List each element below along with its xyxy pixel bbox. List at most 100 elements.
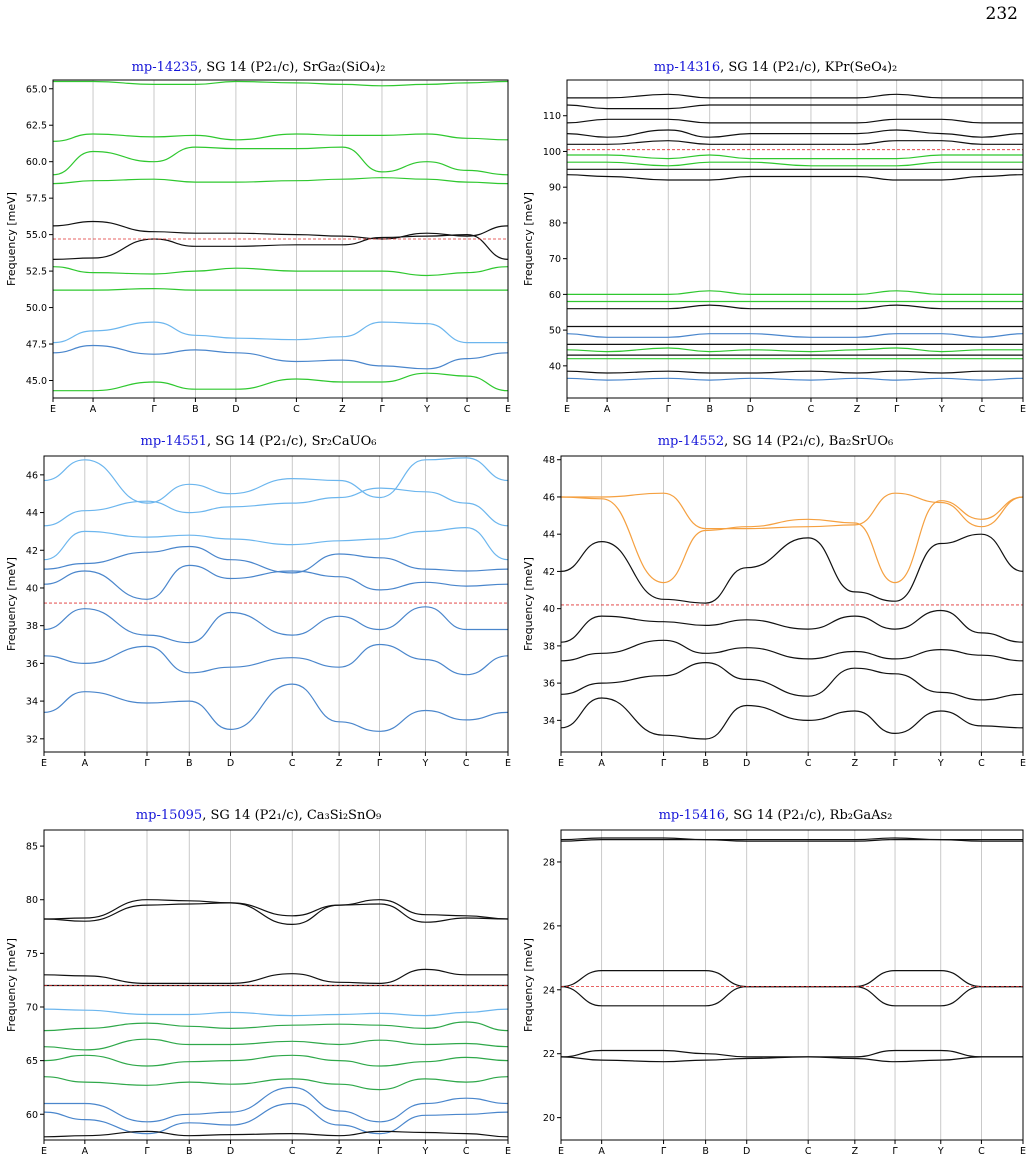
x-tick-label: E [564, 404, 570, 415]
band-line [567, 154, 1023, 160]
bands-group [44, 457, 508, 732]
band-line [567, 333, 1023, 338]
plot-frame [43, 829, 509, 1141]
band-line [53, 146, 508, 176]
band-line [561, 1056, 1023, 1063]
x-tick-label: Y [422, 1146, 429, 1157]
page-number: 232 [985, 4, 1018, 24]
x-tick-label: E [1020, 758, 1026, 769]
y-tick-label: 60 [26, 1110, 38, 1121]
bands-group [44, 899, 508, 1138]
x-tick-label: Γ [661, 758, 667, 769]
bands-group [561, 492, 1023, 740]
band-line [561, 986, 1023, 1007]
band-line [53, 177, 508, 185]
band-line [567, 104, 1023, 110]
band-line [567, 347, 1023, 353]
band-line [567, 93, 1023, 99]
x-tick-label: E [50, 404, 56, 415]
x-tick-label: B [186, 758, 193, 769]
band-line [44, 968, 508, 985]
material-id-link[interactable]: mp-14316 [653, 60, 721, 75]
band-line [53, 287, 508, 291]
y-tick-label: 52.5 [26, 267, 47, 278]
chart-title: mp-14235, SG 14 (P2₁/c), SrGa₂(SiO₄)₂ [0, 60, 517, 75]
band-line [53, 233, 508, 260]
band-line [561, 609, 1023, 643]
chart-panel-4: mp-14552, SG 14 (P2₁/c), Ba₂SrUO₆ 34 36 38… [517, 432, 1034, 782]
y-tick-label: 34 [543, 716, 555, 727]
y-tick-label: 90 [549, 183, 561, 194]
material-id-link[interactable]: mp-14552 [657, 434, 725, 449]
chart-title: mp-14316, SG 14 (P2₁/c), KPr(SeO₄)₂ [517, 60, 1034, 75]
x-tick-label: Z [339, 404, 346, 415]
band-line [567, 304, 1023, 310]
chart-title-text: , SG 14 (P2₁/c), Ca₃Si₂SnO₉ [202, 808, 382, 823]
x-tick-label: Γ [151, 404, 157, 415]
material-id-link[interactable]: mp-15095 [135, 808, 203, 823]
y-tick-label: 40 [26, 583, 38, 594]
x-tick-label: A [82, 758, 89, 769]
x-tick-label: E [1020, 404, 1026, 415]
x-tick-label: E [558, 758, 564, 769]
x-tick-label: Γ [892, 1146, 898, 1157]
x-tick-label: Γ [661, 1146, 667, 1157]
y-tick-label: 46 [543, 492, 555, 503]
x-tick-label: E [1020, 1146, 1026, 1157]
y-tick-label: 42 [26, 546, 38, 557]
band-line [44, 1130, 508, 1138]
x-tick-label: D [232, 404, 239, 415]
material-id-link[interactable]: mp-15416 [658, 808, 725, 823]
band-line [567, 161, 1023, 167]
x-tick-label: Γ [894, 404, 900, 415]
chart-title-text: , SG 14 (P2₁/c), Ba₂SrUO₆ [724, 434, 894, 449]
band-line [44, 487, 508, 527]
chart-title-text: , SG 14 (P2₁/c), KPr(SeO₄)₂ [720, 60, 898, 75]
y-tick-label: 20 [543, 1113, 555, 1124]
x-tick-label: Z [852, 1146, 859, 1157]
band-line [567, 377, 1023, 381]
y-tick-label: 55.0 [26, 230, 47, 241]
bands-group [567, 93, 1023, 381]
x-tick-label: C [289, 1146, 296, 1157]
plot-frame [566, 79, 1024, 399]
x-tick-label: E [505, 1146, 511, 1157]
bands-group [53, 80, 508, 392]
y-tick-label: 48 [543, 455, 555, 466]
x-tick-label: C [463, 758, 470, 769]
band-line [567, 140, 1023, 145]
material-id-link[interactable]: mp-14551 [140, 434, 207, 449]
band-line [567, 129, 1023, 138]
y-tick-label: 80 [26, 895, 38, 906]
band-line [44, 1021, 508, 1032]
x-tick-label: A [598, 758, 605, 769]
y-tick-label: 36 [543, 679, 555, 690]
band-structure-plot: 32 34 36 38 40 42 44 46 E A Γ B D C Z Γ Y C E Frequency [me… [5, 455, 511, 769]
y-tick-label: 57.5 [26, 194, 47, 205]
band-line [44, 564, 508, 600]
band-line [44, 643, 508, 676]
band-line [561, 661, 1023, 701]
x-tick-label: Y [938, 404, 945, 415]
band-line [561, 533, 1023, 604]
x-tick-label: E [505, 404, 511, 415]
band-line [44, 526, 508, 561]
y-tick-label: 110 [543, 111, 561, 122]
band-line [53, 220, 508, 240]
y-tick-label: 65 [26, 1056, 38, 1067]
band-line [44, 1102, 508, 1135]
chart-title: mp-15416, SG 14 (P2₁/c), Rb₂GaAs₂ [517, 808, 1034, 823]
band-line [561, 639, 1023, 662]
band-line [53, 133, 508, 142]
band-structure-plot: 40 50 60 70 80 90 100 110 E A Γ B D C Z Γ Y C E Frequency [… [522, 79, 1026, 415]
chart-title-text: , SG 14 (P2₁/c), Rb₂GaAs₂ [725, 808, 893, 823]
band-line [561, 492, 1023, 530]
x-tick-label: E [558, 1146, 564, 1157]
y-tick-label: 80 [549, 218, 561, 229]
material-id-link[interactable]: mp-14235 [131, 60, 198, 75]
band-line [53, 372, 508, 392]
y-tick-label: 22 [543, 1049, 555, 1060]
x-tick-label: Y [937, 1146, 944, 1157]
x-tick-label: A [90, 404, 97, 415]
x-tick-label: Z [854, 404, 861, 415]
